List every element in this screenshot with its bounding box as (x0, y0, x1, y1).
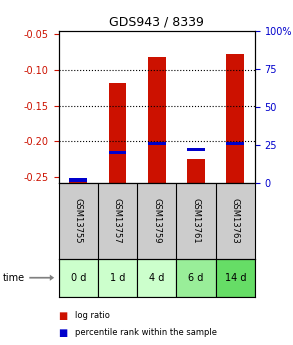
Text: percentile rank within the sample: percentile rank within the sample (75, 328, 217, 337)
Bar (109, 82, 126, 183)
Text: GSM13755: GSM13755 (74, 198, 83, 244)
Text: 6 d: 6 d (188, 273, 204, 283)
Bar (187, 159, 205, 183)
Bar (148, 141, 166, 145)
FancyBboxPatch shape (59, 259, 98, 297)
Text: GSM13759: GSM13759 (152, 198, 161, 244)
Text: 4 d: 4 d (149, 273, 164, 283)
FancyBboxPatch shape (176, 259, 216, 297)
Bar (148, 57, 166, 183)
Text: 1 d: 1 d (110, 273, 125, 283)
Bar (69, 179, 87, 183)
Bar (109, 151, 126, 154)
FancyBboxPatch shape (216, 259, 255, 297)
Bar (226, 141, 244, 145)
Title: GDS943 / 8339: GDS943 / 8339 (109, 16, 204, 29)
Text: time: time (3, 273, 25, 283)
Text: log ratio: log ratio (75, 311, 110, 320)
Bar (226, 54, 244, 183)
FancyBboxPatch shape (98, 259, 137, 297)
FancyBboxPatch shape (137, 259, 176, 297)
Text: GSM13757: GSM13757 (113, 198, 122, 244)
Bar (69, 178, 87, 181)
Text: 14 d: 14 d (224, 273, 246, 283)
Text: 0 d: 0 d (71, 273, 86, 283)
Text: ■: ■ (59, 311, 68, 321)
Text: GSM13763: GSM13763 (231, 198, 240, 244)
Text: ■: ■ (59, 328, 68, 338)
Text: GSM13761: GSM13761 (192, 198, 200, 244)
Bar (187, 148, 205, 151)
